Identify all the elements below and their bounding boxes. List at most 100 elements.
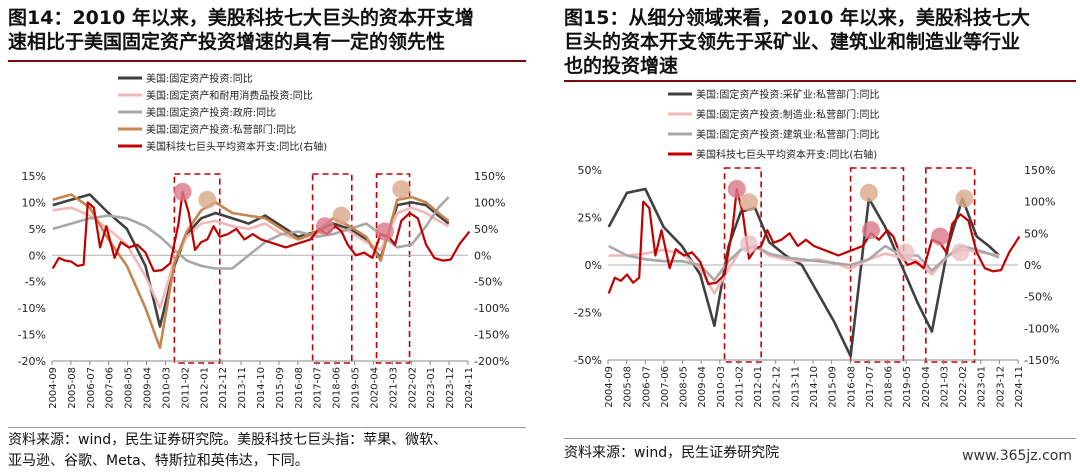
x-tick-label: 2013-11 — [237, 367, 248, 409]
source-line: 资料来源：wind，民生证券研究院。美股科技七巨头指：苹果、微软、 — [8, 432, 448, 448]
x-tick-label: 2015-09 — [828, 366, 839, 408]
x-tick-label: 2022-02 — [407, 367, 418, 409]
series-line — [52, 193, 450, 328]
highlight-marker — [727, 180, 746, 198]
y-tick-label: 25% — [578, 212, 602, 225]
legend-label: 美国:固定资产和耐用消费品投资:同比 — [146, 89, 313, 102]
y2-tick-label: -150% — [474, 329, 509, 342]
chart-title-line: 图15：从细分领域来看，2010 年以来，美股科技七大 — [564, 7, 1030, 29]
x-tick-label: 2006-07 — [641, 366, 652, 408]
highlight-marker — [375, 222, 394, 241]
y-tick-label: 15% — [22, 170, 46, 183]
watermark: www.365jz.com — [962, 448, 1072, 464]
y2-tick-label: 0% — [1024, 259, 1041, 272]
y2-tick-label: -100% — [1024, 322, 1059, 335]
highlight-marker — [739, 193, 758, 212]
x-tick-label: 2005-08 — [623, 366, 634, 408]
legend-label: 美国科技七巨头平均资本开支:同比(右轴) — [696, 148, 877, 161]
x-tick-label: 2017-07 — [313, 367, 324, 409]
source-line: 资料来源：wind，民生证券研究院 — [564, 445, 780, 461]
chart-title-line: 也的投资增速 — [564, 55, 679, 77]
source-divider — [564, 438, 1076, 439]
x-tick-label: 2023-01 — [426, 367, 437, 409]
x-tick-label: 2004-09 — [604, 366, 615, 408]
title-divider — [8, 60, 526, 62]
x-tick-label: 2006-07 — [86, 367, 97, 409]
x-tick-label: 2016-08 — [294, 367, 305, 409]
highlight-marker — [951, 243, 970, 262]
x-tick-label: 2011-02 — [734, 366, 745, 408]
highlight-box — [375, 173, 411, 364]
y2-tick-label: -50% — [1024, 291, 1052, 304]
y-tick-label: -5% — [25, 276, 46, 289]
x-tick-label: 2024-11 — [1014, 366, 1025, 408]
y2-tick-label: 50% — [474, 223, 498, 236]
source-line: 亚马逊、谷歌、Meta、特斯拉和英伟达，下同。 — [8, 453, 309, 469]
highlight-marker — [896, 243, 915, 262]
y2-tick-label: -200% — [474, 355, 509, 368]
chart-panel-right: 图15：从细分领域来看，2010 年以来，美股科技七大 巨头的资本开支领先于采矿… — [556, 0, 1080, 476]
x-tick-label: 2018-06 — [884, 366, 895, 408]
chart-title-line: 速相比于美国固定资产投资增速的具有一定的领先性 — [8, 31, 446, 53]
series-line — [51, 190, 471, 273]
y-tick-label: 0% — [29, 249, 46, 262]
highlight-marker — [859, 183, 878, 202]
y-tick-label: -10% — [18, 302, 46, 315]
highlight-box — [849, 167, 905, 363]
legend-label: 美国:固定资产投资:私营部门:同比 — [146, 123, 296, 136]
source-note: 资料来源：wind，民生证券研究院 — [564, 443, 779, 464]
y-tick-label: -25% — [574, 307, 602, 320]
y-tick-label: 0% — [585, 259, 602, 272]
title-divider — [564, 80, 1076, 82]
x-tick-label: 2023-01 — [977, 366, 988, 408]
legend-label: 美国:固定资产投资:制造业:私营部门:同比 — [696, 108, 879, 121]
y-tick-label: 10% — [22, 196, 46, 209]
x-tick-label: 2012-01 — [753, 366, 764, 408]
x-tick-label: 2014-10 — [256, 367, 267, 409]
highlight-box — [311, 173, 353, 364]
highlight-marker — [332, 206, 351, 225]
x-tick-label: 2009-04 — [697, 366, 708, 408]
series-line — [52, 193, 450, 350]
chart-title: 图14：2010 年以来，美股科技七大巨头的资本开支增 速相比于美国固定资产投资… — [8, 6, 474, 54]
x-tick-label: 2020-04 — [369, 367, 380, 409]
x-tick-label: 2019-05 — [902, 366, 913, 408]
chart-title-line: 图14：2010 年以来，美股科技七大巨头的资本开支增 — [8, 7, 474, 29]
x-tick-label: 2018-06 — [332, 367, 343, 409]
x-tick-label: 2023-12 — [995, 366, 1006, 408]
y2-tick-label: -100% — [474, 302, 509, 315]
x-tick-label: 2015-09 — [275, 367, 286, 409]
legend-label: 美国:固定资产投资:采矿业:私营部门:同比 — [696, 88, 879, 101]
x-tick-label: 2023-12 — [445, 367, 456, 409]
y-tick-label: 50% — [578, 164, 602, 177]
x-tick-label: 2021-03 — [939, 366, 950, 408]
x-tick-label: 2012-01 — [199, 367, 210, 409]
highlight-marker — [931, 227, 950, 246]
x-tick-label: 2017-07 — [865, 366, 876, 408]
x-tick-label: 2005-08 — [67, 367, 78, 409]
x-tick-label: 2016-08 — [846, 366, 857, 408]
y-tick-label: -20% — [18, 355, 46, 368]
highlight-marker — [861, 221, 880, 240]
x-tick-label: 2009-04 — [143, 367, 154, 409]
x-tick-label: 2013-11 — [790, 366, 801, 408]
highlight-marker — [315, 217, 334, 236]
y2-tick-label: 100% — [1024, 196, 1055, 209]
x-tick-label: 2024-11 — [464, 367, 475, 409]
legend-label: 美国:固定资产投资:建筑业:私营部门:同比 — [696, 128, 879, 141]
x-tick-label: 2010-03 — [716, 366, 727, 408]
y2-tick-label: 150% — [474, 170, 505, 183]
highlight-marker — [198, 190, 217, 209]
y-tick-label: 5% — [29, 223, 46, 236]
series-line — [52, 206, 450, 310]
x-tick-label: 2014-10 — [809, 366, 820, 408]
highlight-marker — [739, 235, 758, 254]
highlight-marker — [392, 180, 411, 199]
chart-title-line: 巨头的资本开支领先于采矿业、建筑业和制造业等行业 — [564, 31, 1021, 53]
x-tick-label: 2011-02 — [180, 367, 191, 409]
source-note: 资料来源：wind，民生证券研究院。美股科技七巨头指：苹果、微软、 亚马逊、谷歌… — [8, 430, 447, 472]
y2-tick-label: 0% — [474, 249, 491, 262]
x-tick-label: 2019-05 — [351, 367, 362, 409]
x-tick-label: 2021-03 — [388, 367, 399, 409]
x-tick-label: 2007-06 — [660, 366, 671, 408]
